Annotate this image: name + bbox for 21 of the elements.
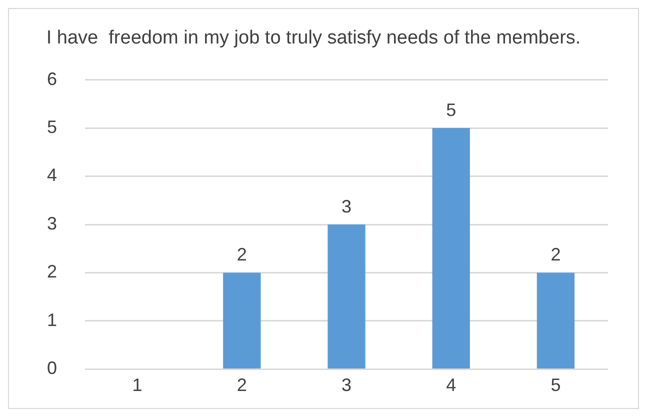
- data-label: 5: [446, 100, 456, 120]
- x-tick-label: 2: [236, 374, 247, 395]
- chart-title: I have freedom in my job to truly satisfy needs of the members.: [46, 28, 581, 49]
- data-label: 3: [342, 196, 352, 216]
- y-tick-label: 4: [46, 165, 58, 186]
- y-tick-label: 2: [46, 262, 58, 282]
- data-label: 2: [550, 244, 561, 265]
- bar: [536, 272, 575, 368]
- y-tick-label: 6: [46, 68, 58, 89]
- data-label: 2: [236, 244, 247, 265]
- bar: [432, 128, 470, 368]
- y-tick-label: 1: [46, 310, 58, 330]
- x-tick-label: 1: [132, 374, 142, 395]
- y-tick-label: 0: [46, 358, 58, 378]
- x-tick-label: 3: [342, 374, 352, 395]
- x-tick-label: 5: [550, 374, 561, 395]
- bar: [223, 272, 261, 368]
- y-tick-label: 5: [46, 117, 58, 137]
- y-tick-label: 3: [46, 213, 58, 234]
- x-tick-label: 4: [446, 374, 456, 395]
- bar: [328, 224, 366, 368]
